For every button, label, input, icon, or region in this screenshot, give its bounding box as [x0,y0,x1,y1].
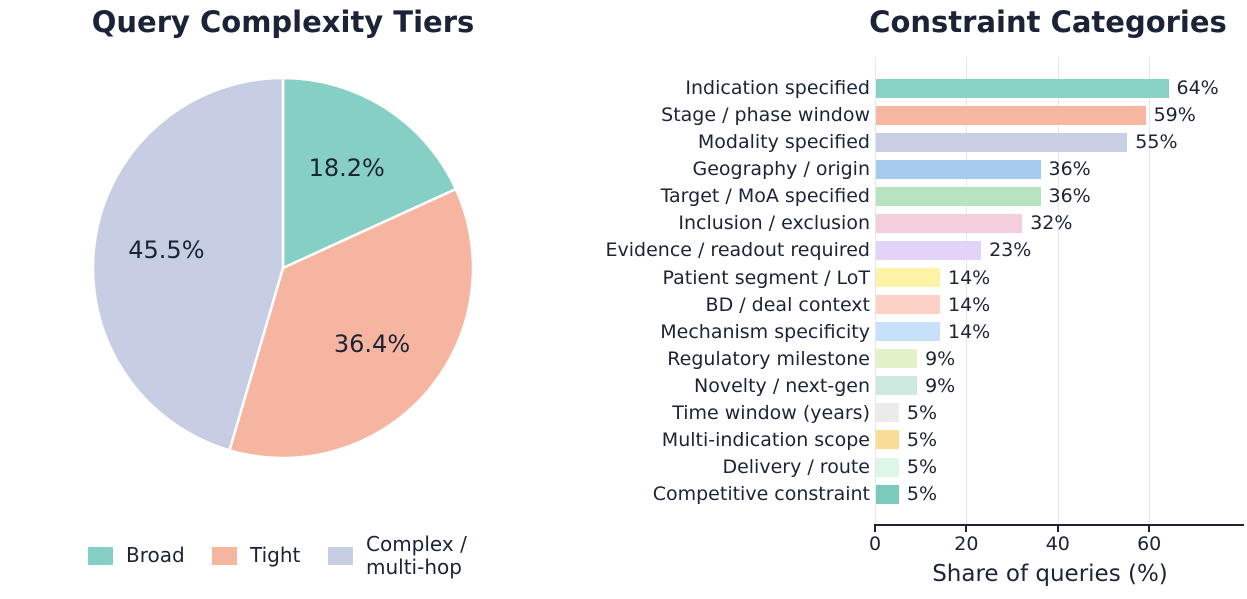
bar-value-label: 14% [948,266,991,289]
bar-value-label: 9% [925,347,956,370]
bar-fill [876,268,940,287]
bar-category-label: Geography / origin [692,158,870,181]
gridline [1149,57,1151,524]
bar-category-label: Time window (years) [672,401,870,424]
bar-title: Constraint Categories [869,5,1227,39]
bar-fill [876,457,899,477]
bar-value-label: 64% [1176,77,1219,99]
bar-category-label: Delivery / route [722,456,870,478]
bar-value-label: 32% [1030,212,1073,235]
bar-fill [876,105,1146,125]
pie-chart: 18.2% 36.4% 45.5% [91,76,475,460]
bar-value-label: 9% [925,374,956,397]
tick-mark [1056,526,1059,532]
bar-value-label: 5% [906,401,938,424]
tick-mark [965,526,968,532]
tick-label: 60 [1137,533,1162,555]
bar-category-label: Indication specified [685,77,870,99]
bar-value-label: 14% [948,320,991,343]
bar-value-label: 14% [948,293,991,316]
gridline [966,57,968,524]
bar-value-label: 23% [989,239,1032,262]
bar-category-label: Novelty / next-gen [694,374,870,397]
pie-title: Query Complexity Tiers [91,5,475,39]
bar-fill [876,349,918,369]
bar-fill [876,186,1041,206]
bar-fill [876,295,940,315]
pie-percent-label: 45.5% [128,236,204,264]
bar-category-label: Patient segment / LoT [662,266,871,289]
bar-fill [876,403,899,423]
bar-fill [876,484,899,504]
bar-category-label: Target / MoA specified [660,185,870,208]
gridline [875,57,876,524]
pie-slice-complex-multi-hop [91,76,285,452]
pie-percent-label: 36.4% [334,330,410,358]
bar-value-label: 5% [906,428,938,451]
pie-slice-broad [281,76,458,270]
bar-fill [876,213,1023,233]
bar-category-label: Mechanism specificity [660,320,870,343]
bar-fill [876,322,940,342]
tick-label: 20 [954,533,979,555]
tick-label: 40 [1045,533,1070,555]
bar-category-label: Inclusion / exclusion [678,212,870,235]
bar-fill [876,240,982,260]
bar-fill [876,430,899,450]
bar-fill [876,132,1128,152]
bar-category-label: Evidence / readout required [605,239,871,262]
bar-category-label: Modality specified [697,131,870,154]
bar-value-label: 36% [1048,185,1091,208]
pie-slice-tight [228,187,475,460]
bar-category-label: Multi-indication scope [661,428,870,451]
bar-value-label: 5% [906,456,938,478]
bar-fill [876,78,1169,98]
bar-fill [876,376,918,396]
tick-label: 0 [868,533,882,555]
bar-fill [876,159,1041,179]
bar-category-label: Competitive constraint [652,483,870,506]
bar-category-label: BD / deal context [705,293,870,316]
x-axis [874,524,1244,526]
tick-mark [874,526,876,532]
bar-value-label: 36% [1048,158,1091,181]
bar-value-label: 55% [1135,131,1178,154]
x-axis-label: Share of queries (%) [932,561,1168,587]
bar-category-label: Stage / phase window [661,104,870,127]
bar-value-label: 59% [1153,104,1196,127]
gridline [1057,57,1059,524]
tick-mark [1148,526,1151,532]
bar-value-label: 5% [906,483,938,506]
bar-category-label: Regulatory milestone [667,347,870,370]
pie-percent-label: 18.2% [309,154,385,182]
